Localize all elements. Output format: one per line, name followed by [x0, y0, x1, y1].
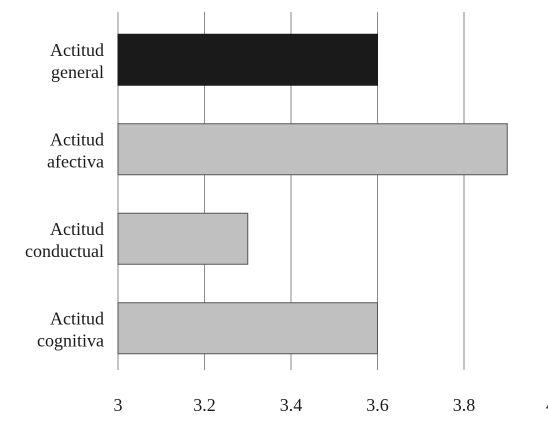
- category-label-line: Actitud: [50, 219, 104, 239]
- bar-3: [117, 302, 378, 355]
- x-tick-label: 3: [114, 395, 123, 415]
- category-label-line: general: [51, 62, 104, 82]
- bars: [117, 33, 508, 355]
- x-tick-labels: 3 3.2 3.4 3.6 3.8 4: [114, 395, 548, 415]
- category-label: Actitud cognitiva: [37, 308, 104, 350]
- category-label-line: Actitud: [50, 40, 104, 60]
- x-tick-label: 3.8: [453, 395, 476, 415]
- x-tick-label: 3.4: [280, 395, 303, 415]
- category-label: Actitud conductual: [25, 219, 104, 261]
- category-label-line: cognitiva: [37, 330, 104, 350]
- category-label-line: Actitud: [50, 129, 104, 149]
- x-tick-label: 4: [546, 395, 548, 415]
- category-label-line: conductual: [25, 241, 104, 261]
- x-tick-label: 3.2: [193, 395, 216, 415]
- category-label: Actitud general: [50, 40, 104, 82]
- category-label-line: Actitud: [50, 308, 104, 328]
- category-label-line: afectiva: [47, 151, 104, 171]
- bar-0: [117, 33, 378, 86]
- bar-1: [117, 123, 508, 176]
- category-label: Actitud afectiva: [47, 129, 104, 171]
- bar-2: [117, 212, 249, 265]
- x-tick-label: 3.6: [366, 395, 389, 415]
